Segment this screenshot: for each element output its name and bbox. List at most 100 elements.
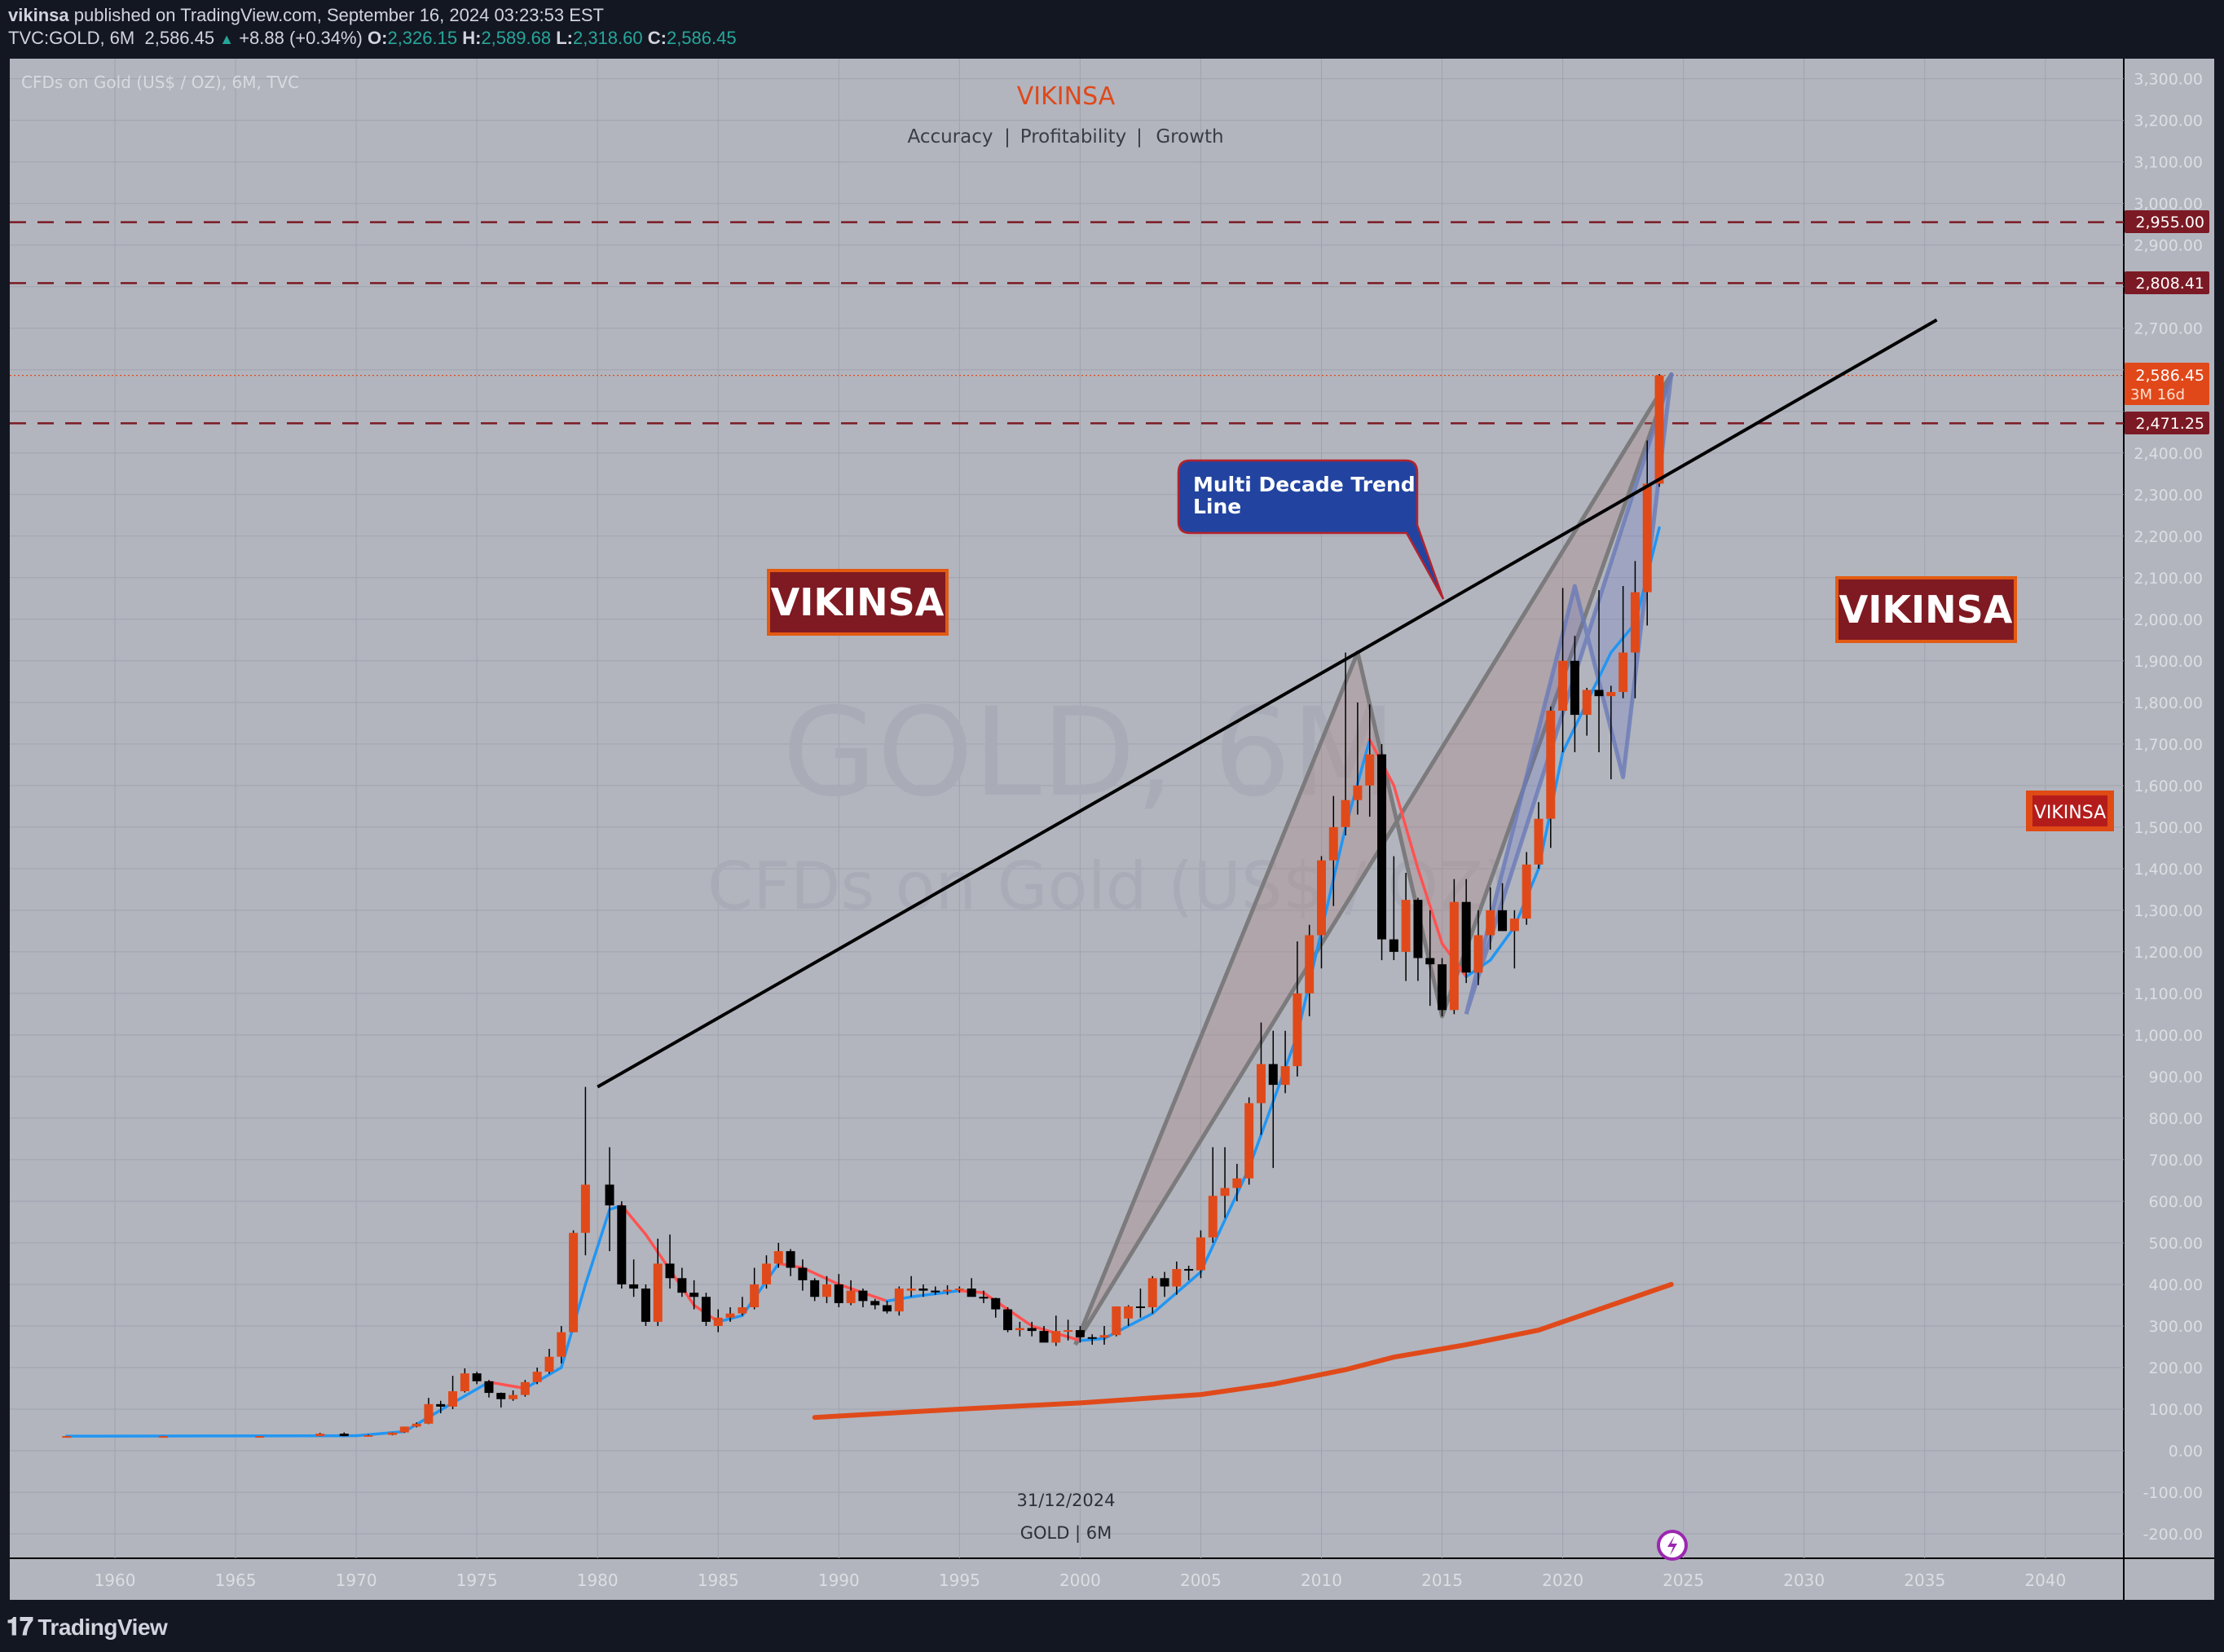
candle — [1606, 692, 1616, 697]
time-tick-label: 2010 — [1301, 1571, 1342, 1590]
lightning-icon[interactable] — [1657, 1530, 1688, 1561]
candle — [653, 1263, 663, 1322]
candle — [665, 1263, 675, 1279]
chart-legend: CFDs on Gold (US$ / OZ), 6M, TVC — [21, 73, 299, 92]
candle — [363, 1434, 373, 1437]
price-tick-label: 2,900.00 — [2134, 237, 2203, 255]
price-tick-label: 1,800.00 — [2134, 694, 2203, 712]
candle — [1112, 1306, 1121, 1336]
candle — [1389, 939, 1398, 952]
author-name[interactable]: vikinsa — [8, 5, 69, 25]
price-tick-label: 800.00 — [2149, 1110, 2203, 1128]
level-marker-2808[interactable]: 2,808.41 — [2125, 271, 2209, 294]
publish-info: vikinsa published on TradingView.com, Se… — [8, 5, 604, 26]
candle — [1015, 1328, 1024, 1331]
candle — [1220, 1187, 1230, 1196]
brand-box-right-label: VIKINSA — [1839, 588, 2013, 632]
brand-box-right[interactable]: VIKINSA — [1835, 576, 2017, 643]
candle — [943, 1289, 953, 1292]
candle — [1172, 1269, 1182, 1287]
horizontal-levels[interactable] — [10, 221, 2124, 425]
candle — [1232, 1178, 1242, 1188]
candle — [412, 1423, 421, 1427]
candle — [870, 1301, 880, 1306]
tagline-separator: | — [1136, 126, 1143, 148]
tagline-accuracy: Accuracy — [907, 126, 993, 148]
pattern-outline-small[interactable] — [1464, 372, 1674, 1015]
candle — [834, 1284, 843, 1303]
candle — [424, 1403, 434, 1424]
candle — [1413, 900, 1423, 958]
level-marker-2471[interactable]: 2,471.25 — [2125, 412, 2209, 434]
candle — [1280, 1066, 1290, 1086]
callout-line-2: Line — [1193, 495, 1241, 518]
low-value: 2,318.60 — [572, 28, 643, 48]
time-tick-label: 1980 — [577, 1571, 619, 1590]
price-tick-label: 1,100.00 — [2134, 985, 2203, 1003]
current-price-marker[interactable]: 2,586.45 3M 16d — [2125, 363, 2209, 405]
candle — [1039, 1331, 1049, 1343]
brand-box-small[interactable]: VIKINSA — [2026, 791, 2114, 831]
candle — [773, 1251, 783, 1264]
time-axis-labels: 1960 1965 1970 1975 1980 1985 1990 1995 2000 2005… — [95, 1571, 2067, 1590]
candle — [580, 1184, 590, 1233]
candle — [255, 1436, 265, 1438]
candle — [388, 1432, 398, 1435]
price-tick-label: 1,000.00 — [2134, 1027, 2203, 1045]
candle — [786, 1251, 795, 1268]
callout-bubble — [1177, 459, 1445, 600]
candle — [1244, 1103, 1254, 1178]
candle — [713, 1317, 723, 1326]
time-tick-label: 2035 — [1904, 1571, 1945, 1590]
price-tick-label: 100.00 — [2149, 1401, 2203, 1419]
price-tick-label: -200.00 — [2143, 1526, 2203, 1544]
price-axis[interactable] — [2124, 59, 2214, 1600]
candle — [1522, 864, 1531, 919]
candle — [821, 1284, 831, 1297]
time-tick-label: 2020 — [1542, 1571, 1583, 1590]
fast-moving-average — [65, 526, 1661, 1438]
candle — [448, 1391, 458, 1407]
tagline-growth: Growth — [1156, 126, 1223, 148]
time-tick-label: 1995 — [939, 1571, 980, 1590]
long-moving-average — [812, 1281, 1674, 1421]
time-tick-label: 1990 — [818, 1571, 860, 1590]
candle — [544, 1356, 554, 1372]
time-tick-label: 2025 — [1662, 1571, 1704, 1590]
watermark-description: CFDs on Gold (US$ / OZ) — [707, 848, 1508, 924]
candle — [520, 1381, 530, 1395]
brand-tagline: Accuracy | Profitability | Growth — [907, 126, 1223, 148]
time-axis[interactable] — [10, 1558, 2124, 1600]
candlestick-series — [62, 374, 1664, 1438]
price-tick-label: 2,000.00 — [2134, 611, 2203, 629]
candle — [798, 1267, 808, 1280]
published-text: published on TradingView.com, September … — [73, 5, 604, 25]
tradingview-logo[interactable]: 𝟏𝟕 TradingView — [7, 1614, 168, 1641]
price-tick-label: 2,200.00 — [2134, 528, 2203, 546]
trend-callout[interactable]: Multi Decade Trend Line — [1177, 459, 1445, 600]
candle — [62, 1436, 72, 1438]
candle — [1642, 483, 1652, 593]
brand-box-left[interactable]: VIKINSA — [767, 569, 949, 636]
tagline-profitability: Profitability — [1020, 126, 1127, 148]
candle — [967, 1289, 976, 1297]
candle — [1135, 1306, 1145, 1308]
close-label: C: — [647, 28, 667, 48]
candle — [761, 1263, 771, 1284]
grid-lines — [10, 59, 2124, 1558]
candle — [617, 1205, 627, 1284]
multi-decade-trend-line[interactable] — [597, 318, 1938, 1089]
candle — [1208, 1196, 1218, 1238]
brand-box-left-label: VIKINSA — [771, 580, 945, 624]
time-tick-label: 1985 — [698, 1571, 739, 1590]
price-tick-label: 2,300.00 — [2134, 487, 2203, 504]
price-tick-label: -100.00 — [2143, 1484, 2203, 1502]
candle — [605, 1184, 614, 1206]
price-tick-label: 1,500.00 — [2134, 819, 2203, 837]
price-tick-label: 700.00 — [2149, 1152, 2203, 1170]
chart-pane[interactable] — [10, 59, 2124, 1558]
candle — [339, 1434, 349, 1437]
price-axis-markers: 2,955.00 2,808.41 2,586.45 3M 16d 2,471.… — [2125, 210, 2209, 434]
level-marker-2955[interactable]: 2,955.00 — [2125, 210, 2209, 233]
